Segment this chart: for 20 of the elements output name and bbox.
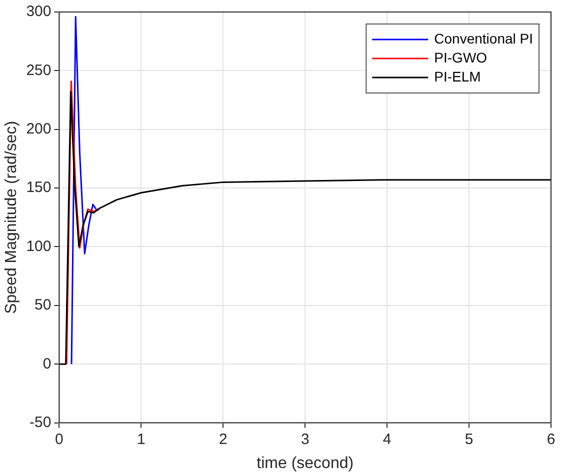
y-tick-label: 200 — [26, 120, 52, 138]
y-tick-label: 50 — [34, 296, 52, 314]
x-tick-label: 0 — [55, 430, 64, 448]
legend-label: PI-ELM — [434, 68, 481, 84]
legend-label: PI-GWO — [434, 49, 488, 66]
x-tick-label: 1 — [137, 430, 146, 448]
x-axis-title: time (second) — [256, 454, 354, 472]
x-tick-label: 4 — [382, 430, 392, 448]
y-tick-label: 300 — [26, 3, 52, 20]
y-tick-label: 0 — [42, 355, 52, 372]
legend-label: Conventional PI — [434, 30, 534, 46]
x-tick-label: 5 — [464, 430, 474, 448]
x-tick-label: 3 — [300, 430, 310, 448]
x-tick-label: 2 — [218, 430, 228, 448]
y-tick-label: 250 — [26, 62, 52, 79]
x-tick-label: 6 — [546, 430, 556, 448]
y-tick-label: -50 — [30, 414, 52, 431]
y-axis-title: Speed Magnitude (rad/sec) — [3, 120, 20, 314]
y-tick-label: 100 — [26, 238, 52, 255]
y-tick-label: 150 — [26, 179, 52, 196]
